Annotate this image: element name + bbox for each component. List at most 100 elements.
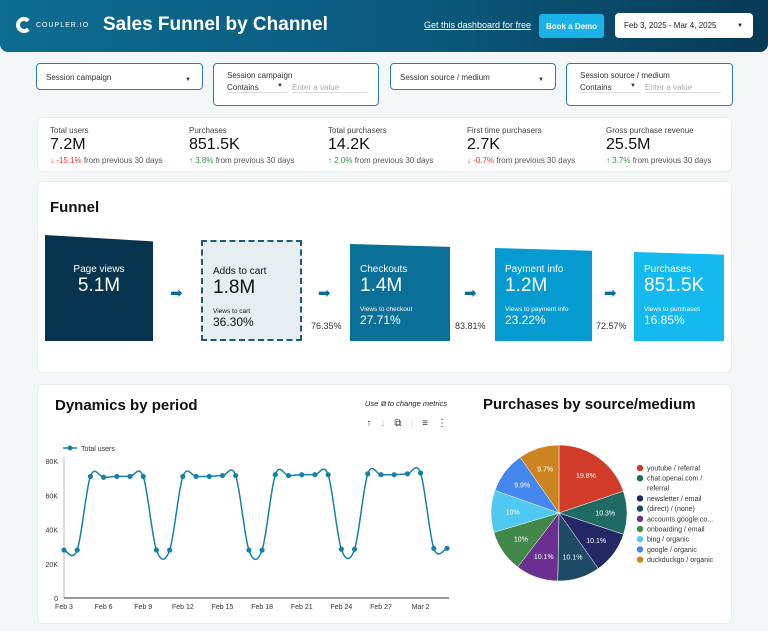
filter-label: Session campaign	[46, 73, 112, 82]
x-tick-label: Mar 2	[412, 604, 430, 611]
kpi-label: Total purchasers	[328, 126, 387, 135]
kpi-delta-suffix: from previous 30 days	[496, 156, 576, 165]
arrow-right-icon: ➡	[464, 285, 477, 302]
kpi-3: First time purchasers 2.7K ↓ -0.7% from pr…	[467, 126, 575, 165]
kpi-value: 25.5M	[606, 136, 651, 153]
y-tick-label: 80K	[46, 459, 59, 466]
kpi-0: Total users 7.2M ↓ -15.1% from previous 30…	[50, 126, 163, 165]
kpi-delta-value: 3.8%	[195, 156, 214, 165]
arrow-down-icon: ↓	[467, 156, 471, 165]
step-sub-value: 27.71%	[360, 313, 401, 327]
step-value: 1.8M	[213, 277, 256, 298]
operator-value: Contains	[227, 83, 259, 92]
kpi-delta-value: -0.7%	[473, 156, 495, 165]
x-tick-label: Feb 12	[172, 604, 194, 611]
funnel-step-4: Purchases 851.5K Views to purchases 16.85%	[634, 252, 724, 341]
x-tick-label: Feb 3	[55, 604, 73, 611]
data-point	[219, 472, 226, 479]
chart-edit-icon: ⧉	[380, 399, 386, 408]
chevron-down-icon: ▼	[277, 83, 283, 89]
filter-label: Session campaign	[227, 71, 293, 80]
value-input[interactable]: Enter a value	[645, 83, 721, 93]
kpi-label: Gross purchase revenue	[606, 126, 694, 135]
data-point	[417, 470, 424, 476]
step-value: 5.1M	[77, 275, 121, 296]
data-point	[259, 547, 265, 553]
data-point	[351, 546, 358, 552]
more-options-icon[interactable]: ⋮	[437, 418, 447, 429]
arrow-right-icon: ➡	[604, 285, 617, 302]
kpi-scorecards: Total users 7.2M ↓ -15.1% from previous 30…	[37, 117, 732, 172]
data-point	[206, 473, 212, 480]
value-placeholder: Enter a value	[292, 83, 340, 92]
step-rate: 83.81%	[455, 321, 486, 331]
data-point	[285, 472, 292, 479]
sort-descending-icon[interactable]: ↓	[380, 418, 386, 429]
filter-label: Session source / medium	[400, 73, 490, 82]
page-title: Sales Funnel by Channel	[103, 14, 328, 35]
kpi-delta-suffix: from previous 30 days	[83, 156, 163, 165]
x-tick-label: Feb 24	[330, 604, 352, 611]
kpi-2: Total purchasers 14.2K ↑ 2.0% from previou…	[328, 126, 433, 165]
header: COUPLER.IO Sales Funnel by Channel Get t…	[0, 0, 768, 52]
step-sub-value: 23.22%	[505, 313, 546, 327]
funnel-title: Funnel	[50, 199, 100, 216]
step-sub-label: Views to payment info	[505, 306, 569, 313]
operator-select[interactable]: Contains ▼	[580, 83, 640, 93]
session-source-filter: Session source / medium Contains ▼ Enter …	[566, 63, 733, 106]
filter-icon[interactable]: ≡	[422, 418, 428, 429]
step-sub-label: Views to cart	[213, 308, 251, 315]
arrow-right-icon: ➡	[318, 285, 331, 302]
chevron-down-icon: ▼	[737, 22, 743, 29]
step-label: Payment info	[505, 264, 564, 275]
session-campaign-dropdown[interactable]: Session campaign ▼	[36, 63, 203, 90]
data-point	[233, 472, 239, 479]
data-point	[114, 473, 120, 480]
chart-edit-icon[interactable]: ⧉	[394, 418, 402, 429]
step-sub-label: Views to purchases	[644, 306, 701, 313]
arrow-up-icon: ↑	[606, 156, 610, 165]
book-demo-button[interactable]: Book a Demo	[539, 14, 604, 38]
hint-pre: Use	[364, 399, 379, 408]
value-input[interactable]: Enter a value	[292, 83, 367, 93]
kpi-value: 851.5K	[189, 136, 240, 153]
kpi-delta-value: -15.1%	[56, 156, 82, 165]
data-point	[167, 547, 173, 553]
sort-ascending-icon[interactable]: ↑	[366, 418, 372, 429]
legend-marker	[67, 445, 73, 451]
arrow-up-icon: ↑	[328, 156, 332, 165]
series-line	[63, 466, 448, 561]
kpi-4: Gross purchase revenue 25.5M ↑ 3.7% from p…	[606, 126, 711, 165]
coupler-logo-icon	[16, 17, 32, 33]
data-point	[193, 473, 199, 480]
chevron-down-icon: ▼	[185, 77, 191, 83]
kpi-label: Purchases	[189, 126, 227, 135]
step-value: 851.5K	[644, 275, 705, 296]
session-source-dropdown[interactable]: Session source / medium ▼	[390, 63, 556, 90]
data-point	[431, 545, 437, 551]
data-point	[140, 473, 146, 480]
get-dashboard-link[interactable]: Get this dashboard for free	[424, 20, 532, 30]
step-sub-value: 16.85%	[644, 313, 685, 327]
operator-select[interactable]: Contains ▼	[227, 83, 287, 93]
x-tick-label: Feb 15	[212, 604, 234, 611]
operator-value: Contains	[580, 83, 612, 92]
funnel-step-3: Payment info 1.2M Views to payment info 23.…	[495, 248, 592, 341]
x-tick-label: Feb 18	[251, 604, 273, 611]
metrics-hint: Use ⧉ to change metrics	[365, 399, 447, 409]
data-point	[153, 547, 160, 553]
date-range-picker[interactable]: Feb 3, 2025 - Mar 4, 2025 ▼	[615, 13, 753, 38]
coupler-logo: COUPLER.IO	[16, 17, 89, 33]
step-value: 1.4M	[360, 275, 403, 296]
kpi-delta-value: 3.7%	[612, 156, 631, 165]
hint-post: to change metrics	[387, 399, 447, 408]
data-point	[87, 473, 94, 480]
kpi-delta-value: 2.0%	[334, 156, 353, 165]
value-placeholder: Enter a value	[645, 83, 693, 92]
dynamics-title: Dynamics by period	[55, 397, 198, 414]
data-point	[391, 472, 397, 478]
data-point	[246, 547, 252, 553]
step-sub-label: Views to checkout	[360, 306, 413, 313]
data-point	[325, 472, 331, 478]
